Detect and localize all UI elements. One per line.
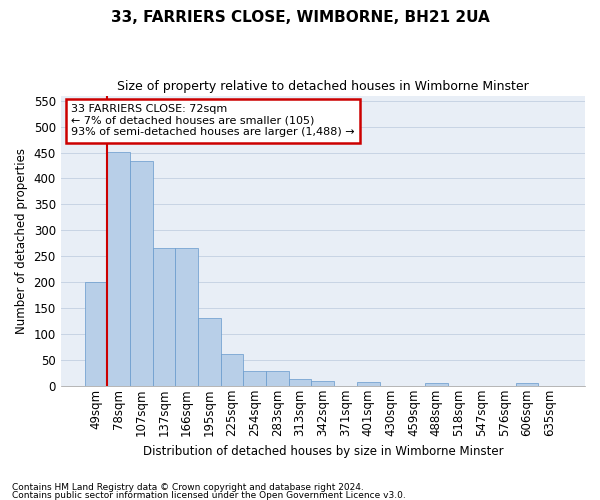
Bar — [311, 381, 334, 386]
Text: Contains HM Land Registry data © Crown copyright and database right 2024.: Contains HM Land Registry data © Crown c… — [12, 484, 364, 492]
Bar — [152, 248, 175, 386]
Text: 33, FARRIERS CLOSE, WIMBORNE, BH21 2UA: 33, FARRIERS CLOSE, WIMBORNE, BH21 2UA — [110, 10, 490, 25]
Bar — [130, 161, 152, 386]
Bar — [198, 318, 221, 386]
Bar — [175, 248, 198, 386]
Bar — [289, 378, 311, 386]
Bar — [266, 370, 289, 386]
X-axis label: Distribution of detached houses by size in Wimborne Minster: Distribution of detached houses by size … — [143, 444, 503, 458]
Text: Contains public sector information licensed under the Open Government Licence v3: Contains public sector information licen… — [12, 490, 406, 500]
Title: Size of property relative to detached houses in Wimborne Minster: Size of property relative to detached ho… — [117, 80, 529, 93]
Bar — [244, 370, 266, 386]
Y-axis label: Number of detached properties: Number of detached properties — [15, 148, 28, 334]
Bar — [85, 282, 107, 386]
Bar — [221, 354, 244, 386]
Bar — [516, 383, 538, 386]
Bar — [357, 382, 380, 386]
Text: 33 FARRIERS CLOSE: 72sqm
← 7% of detached houses are smaller (105)
93% of semi-d: 33 FARRIERS CLOSE: 72sqm ← 7% of detache… — [71, 104, 355, 138]
Bar — [107, 152, 130, 386]
Bar — [425, 383, 448, 386]
